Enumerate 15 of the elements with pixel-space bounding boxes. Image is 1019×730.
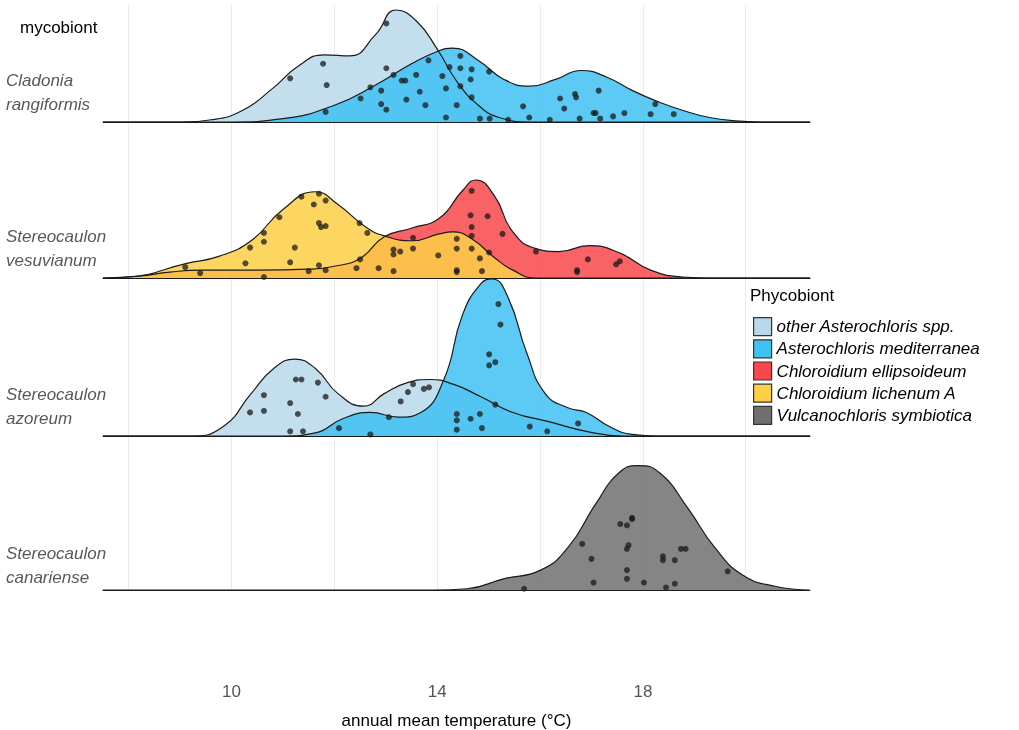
y-axis-title: Cladonia rangiformis xyxy=(6,70,91,114)
x-tick-label: 14 xyxy=(427,682,447,701)
text: mycobiont xyxy=(20,18,98,37)
y-axis-title: Stereocaulon azoreum xyxy=(6,384,111,428)
y-axis-title: Stereocaulon vesuvianum xyxy=(6,226,111,270)
x-tick-label: 18 xyxy=(633,682,653,701)
legend-title: Phycobiont xyxy=(750,286,835,305)
legend-label: Chloroidium lichenum A xyxy=(776,383,956,403)
y-axis-title: Stereocaulon canariense xyxy=(6,543,111,587)
x-axis-title: annual mean temperature (°C) xyxy=(341,711,572,730)
legend-label: other Asterochloris spp. xyxy=(776,317,955,337)
x-tick-label: 10 xyxy=(222,682,242,701)
legend-label: Asterochloris mediterranea xyxy=(775,339,980,359)
legend-label: Chloroidium ellipsoideum xyxy=(776,361,967,381)
legend-label: Vulcanochloris symbiotica xyxy=(776,405,972,425)
